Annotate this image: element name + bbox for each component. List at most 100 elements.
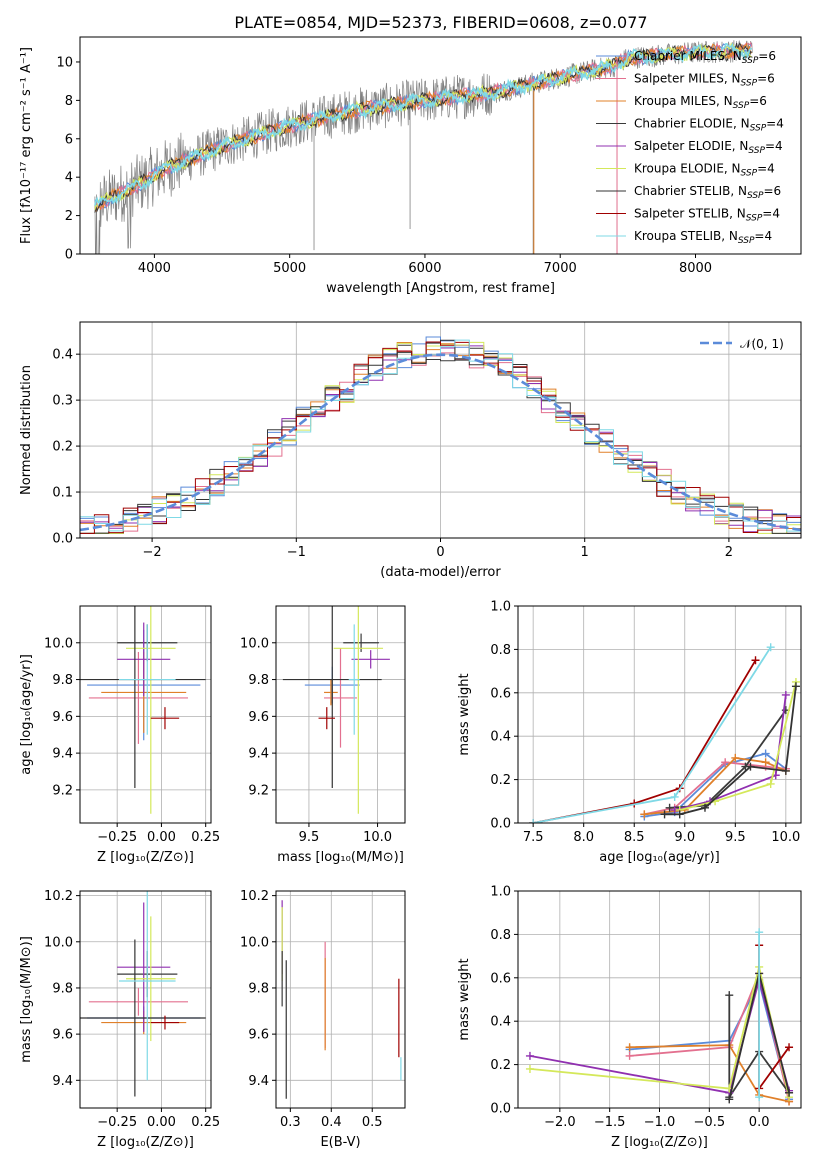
- weight-marker-kroupa_stelib: [755, 928, 764, 937]
- y-axis-label: Flux [fλ10⁻¹⁷ erg cm⁻² s⁻¹ A⁻¹]: [19, 47, 34, 244]
- legend-label-salpeter_miles: Salpeter MILES, NSSP=6: [634, 72, 775, 89]
- legend-label-text: Chabrier STELIB, N: [634, 184, 747, 198]
- x-axis-label: wavelength [Angstrom, rest frame]: [326, 281, 555, 296]
- weight-marker-kroupa_miles: [761, 758, 770, 767]
- x-tick-label: 7.5: [523, 830, 544, 845]
- weight-marker-chabrier_stelib: [700, 803, 709, 812]
- legend-label-chabrier_stelib: Chabrier STELIB, NSSP=6: [634, 184, 781, 201]
- plot-area-z_mass: [80, 891, 211, 1108]
- y-tick-label: 0.3: [52, 394, 73, 409]
- y-axis-label: mass weight: [457, 958, 472, 1040]
- weight-line-chabrier_stelib: [664, 686, 797, 816]
- legend-label-tail: =4: [762, 207, 780, 221]
- y-tick-label: 9.6: [52, 1028, 73, 1043]
- plot-area-age_weight: [518, 606, 801, 823]
- y-tick-label: 0.6: [490, 686, 511, 701]
- x-tick-label: 0.5: [362, 1115, 383, 1130]
- x-axis-label: age [log₁₀(age/yr)]: [599, 850, 720, 865]
- y-axis-label: mass weight: [457, 673, 472, 755]
- axes-frame: [79, 890, 212, 1109]
- legend-label-tail: =6: [758, 49, 776, 63]
- legend-label-sub: SSP: [748, 146, 765, 156]
- weight-line-kroupa_elodie: [679, 681, 797, 811]
- x-tick-label: −0.25: [97, 830, 137, 845]
- weight-marker-chabrier_miles: [761, 749, 770, 758]
- y-tick-label: 10: [56, 55, 73, 70]
- x-tick-label: 0.25: [191, 830, 220, 845]
- x-axis-label: E(B-V): [320, 1135, 360, 1150]
- y-tick-label: 0.0: [52, 532, 73, 547]
- y-tick-label: 9.4: [52, 747, 73, 762]
- weight-marker-chabrier_stelib: [791, 682, 800, 691]
- y-tick-label: 9.4: [248, 747, 269, 762]
- legend-label-sub: SSP: [733, 101, 750, 111]
- model-spectrum-kroupa_stelib: [94, 42, 752, 206]
- plot-area-ebv_mass: [276, 891, 405, 1108]
- y-tick-label: 10.0: [44, 935, 73, 950]
- x-tick-label: −0.5: [694, 1115, 726, 1130]
- x-tick-label: 6000: [408, 261, 441, 276]
- y-tick-label: 6: [65, 132, 73, 147]
- y-tick-label: 9.6: [248, 1028, 269, 1043]
- weight-marker-salpeter_miles: [721, 758, 730, 767]
- panel-residuals: −2 −1 0 1 2 0.0 0.1 0.2 0.3 0.4 (data-model)/error…: [19, 321, 802, 580]
- y-tick-label: 0.8: [490, 643, 511, 658]
- legend-label-sub: SSP: [738, 236, 755, 246]
- legend-label-salpeter_stelib: Salpeter STELIB, NSSP=4: [634, 207, 780, 224]
- legend-label-kroupa_miles: Kroupa MILES, NSSP=6: [634, 94, 767, 111]
- weight-marker-kroupa_miles: [625, 1043, 634, 1052]
- weight-marker-kroupa_miles: [731, 753, 740, 762]
- x-axis-label: Z [log₁₀(Z/Z⊙)]: [611, 1135, 708, 1150]
- y-tick-label: 1.0: [490, 600, 511, 615]
- weight-marker-chabrier_stelib: [675, 810, 684, 819]
- legend-label-tail: =6: [749, 94, 767, 108]
- legend-label-salpeter_elodie: Salpeter ELODIE, NSSP=4: [634, 139, 783, 156]
- weight-marker-salpeter_elodie: [781, 690, 790, 699]
- x-tick-label: 8000: [679, 261, 712, 276]
- weight-line-salpeter_miles: [644, 761, 786, 816]
- plot-area-z_weight: [518, 891, 801, 1108]
- legend-label-sub: SSP: [747, 191, 764, 201]
- weight-marker-chabrier_elodie: [725, 991, 734, 1000]
- axes-frame: [517, 605, 802, 824]
- weight-marker-kroupa_elodie: [525, 1064, 534, 1073]
- x-axis-label: mass [log₁₀(M/M⊙)]: [277, 850, 404, 865]
- weight-marker-chabrier_stelib: [781, 766, 790, 775]
- x-tick-label: 7000: [544, 261, 577, 276]
- weight-marker-chabrier_stelib: [725, 1095, 734, 1104]
- legend-label-kroupa_stelib: Kroupa STELIB, NSSP=4: [634, 229, 772, 246]
- y-axis-label: mass [log₁₀(M/M⊙)]: [19, 936, 34, 1063]
- weight-marker-kroupa_miles: [640, 810, 649, 819]
- y-tick-label: 10.0: [44, 636, 73, 651]
- weight-marker-kroupa_elodie: [766, 779, 775, 788]
- legend-label-sub: SSP: [741, 169, 758, 179]
- axes-frame: [79, 605, 212, 824]
- residual-hist-kroupa_stelib: [80, 339, 801, 532]
- y-tick-label: 0.0: [490, 1102, 511, 1117]
- legend-label-sub: SSP: [746, 214, 763, 224]
- legend-label-tail: =6: [764, 184, 782, 198]
- y-tick-label: 0.6: [490, 971, 511, 986]
- weight-marker-salpeter_stelib: [785, 1043, 794, 1052]
- y-tick-label: 0.4: [52, 348, 73, 363]
- normal-legend-label: 𝒩(0, 1): [740, 337, 784, 351]
- weight-marker-chabrier_stelib: [785, 1088, 794, 1097]
- residual-hist-chabrier_elodie: [80, 344, 801, 534]
- panel-ebv_mass: 0.3 0.4 0.5 9.4 9.6 9.8 10.0 10.2 E(B-V): [240, 889, 406, 1150]
- y-tick-label: 9.8: [52, 673, 73, 688]
- plot-area-mass_age: [276, 606, 405, 823]
- legend-label-text: Chabrier MILES, N: [634, 49, 742, 63]
- y-tick-label: 9.8: [248, 673, 269, 688]
- weight-marker-salpeter_elodie: [525, 1051, 534, 1060]
- y-tick-label: 10.0: [240, 935, 269, 950]
- y-tick-label: 1.0: [490, 885, 511, 900]
- legend-label-sub: SSP: [741, 79, 758, 89]
- panel-z_age: −0.25 0.00 0.25 9.2 9.4 9.6 9.8 10.0 Z [log₁₀(Z/…: [19, 605, 220, 865]
- y-tick-label: 10.2: [44, 889, 73, 904]
- legend-label-chabrier_elodie: Chabrier ELODIE, NSSP=4: [634, 117, 784, 134]
- axes-frame: [79, 36, 802, 255]
- x-tick-label: −2.0: [544, 1115, 576, 1130]
- x-tick-label: 0.4: [321, 1115, 342, 1130]
